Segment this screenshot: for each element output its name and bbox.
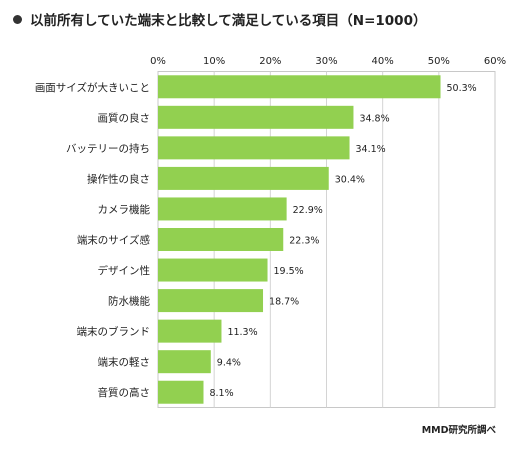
value-label: 11.3% <box>227 327 257 338</box>
x-tick-label: 20% <box>259 56 281 67</box>
x-tick-label: 60% <box>484 56 506 67</box>
bar <box>158 197 287 221</box>
value-label: 34.1% <box>356 144 386 155</box>
value-label: 8.1% <box>209 388 233 399</box>
bar <box>158 166 329 190</box>
category-label: 端末の軽さ <box>98 356 151 369</box>
category-label: カメラ機能 <box>98 203 151 216</box>
value-label: 34.8% <box>359 113 389 124</box>
bar <box>158 289 264 313</box>
value-label: 30.4% <box>335 174 365 185</box>
value-label: 22.3% <box>289 236 319 247</box>
source-credit: MMD研究所調べ <box>421 425 496 436</box>
category-label: 端末のサイズ感 <box>77 234 151 247</box>
tick-labels: 0% 10% 20% 30% 40% 50% 60% <box>150 56 506 67</box>
chart-title: 以前所有していた端末と比較して満足している項目（N=1000） <box>13 9 426 29</box>
bullet-icon <box>13 15 22 24</box>
bar <box>158 75 441 99</box>
bar <box>158 136 350 160</box>
category-label: 画質の良さ <box>98 111 151 124</box>
x-tick-label: 30% <box>315 56 337 67</box>
value-label: 50.3% <box>447 83 477 94</box>
value-label: 22.9% <box>293 205 323 216</box>
chart-title-text: 以前所有していた端末と比較して満足している項目（N=1000） <box>30 13 427 29</box>
value-label: 19.5% <box>274 266 304 277</box>
bar <box>158 258 268 282</box>
x-tick-label: 40% <box>372 56 394 67</box>
category-label: 端末のブランド <box>77 325 151 338</box>
x-tick-label: 10% <box>203 56 225 67</box>
bar <box>158 350 211 374</box>
category-label: 防水機能 <box>108 295 150 308</box>
category-labels: 画面サイズが大きいこと画質の良さバッテリーの持ち操作性の良さカメラ機能端末のサイ… <box>35 81 151 399</box>
value-label: 9.4% <box>217 358 241 369</box>
x-tick-label: 0% <box>150 56 166 67</box>
bars <box>158 75 441 404</box>
value-label: 18.7% <box>269 297 299 308</box>
value-labels: 50.3% 34.8% 34.1% 30.4% 22.9% 22.3% 19.5% 18.7%… <box>209 83 476 399</box>
category-label: 画面サイズが大きいこと <box>35 81 150 94</box>
bar <box>158 319 222 343</box>
category-label: 音質の高さ <box>98 386 151 399</box>
category-label: 操作性の良さ <box>87 172 150 185</box>
bar <box>158 105 354 129</box>
category-label: バッテリーの持ち <box>66 142 150 155</box>
x-tick-label: 50% <box>428 56 450 67</box>
bar <box>158 228 284 251</box>
category-label: デザイン性 <box>98 264 151 277</box>
bar <box>158 380 204 404</box>
